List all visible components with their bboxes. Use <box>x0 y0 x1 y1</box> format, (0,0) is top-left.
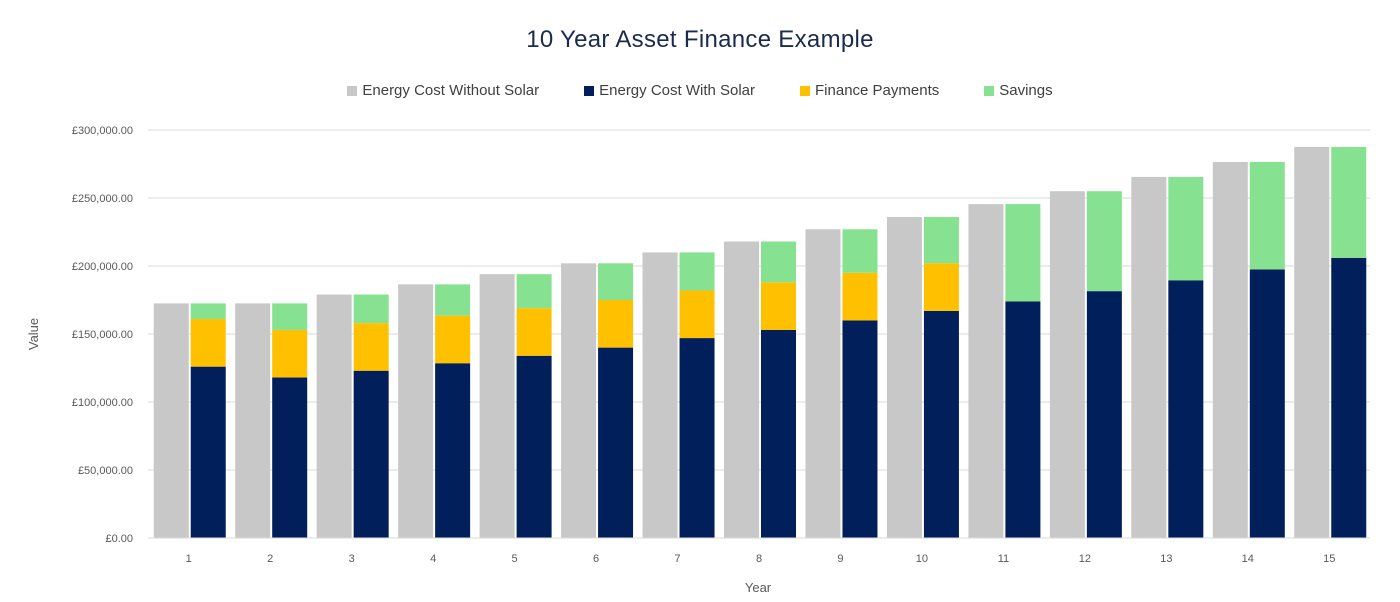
legend-item-savings: Savings <box>984 82 1053 99</box>
x-tick-label: 13 <box>1160 553 1172 565</box>
bar-energy-cost-with-solar <box>761 329 796 538</box>
bar-energy-cost-without-solar <box>398 284 434 538</box>
bar-finance-payments <box>272 329 308 378</box>
y-tick-label: £0.00 <box>105 533 133 545</box>
bar-savings <box>1331 147 1367 258</box>
legend-swatch-without-solar <box>347 85 358 96</box>
legend-label-savings: Savings <box>999 82 1053 99</box>
bar-energy-cost-with-solar <box>1331 257 1367 538</box>
chart-title: 10 Year Asset Finance Example <box>526 26 874 53</box>
bars <box>153 147 1367 539</box>
x-tick-label: 9 <box>837 553 843 565</box>
y-tick-label: £300,000.00 <box>72 125 133 137</box>
bar-finance-payments <box>923 263 959 311</box>
x-tick-label: 8 <box>756 553 762 565</box>
bar-energy-cost-without-solar <box>968 204 1004 538</box>
bar-energy-cost-with-solar <box>1168 280 1204 538</box>
bar-energy-cost-without-solar <box>479 274 515 538</box>
bar-savings <box>679 252 715 291</box>
y-axis-title: Value <box>26 318 41 350</box>
bar-energy-cost-without-solar <box>1212 161 1248 538</box>
bar-savings <box>761 241 796 283</box>
bar-finance-payments <box>842 272 878 321</box>
bar-energy-cost-without-solar <box>724 241 759 538</box>
axes: £0.00 £50,000.00 £100,000.00 £150,000.00 £20… <box>72 125 1370 565</box>
chart-legend: Energy Cost Without Solar Energy Cost Wi… <box>0 82 1400 99</box>
x-tick-label: 14 <box>1242 553 1254 565</box>
bar-energy-cost-without-solar <box>316 294 352 538</box>
bar-energy-cost-without-solar <box>153 303 189 538</box>
bar-savings <box>1005 204 1041 302</box>
bar-energy-cost-with-solar <box>842 320 878 538</box>
bar-energy-cost-with-solar <box>1086 291 1122 538</box>
bar-savings <box>842 229 878 273</box>
bar-energy-cost-with-solar <box>1005 301 1041 538</box>
bar-energy-cost-with-solar <box>190 366 226 538</box>
bar-savings <box>435 284 471 316</box>
y-tick-label: £150,000.00 <box>72 329 133 341</box>
bar-savings <box>1086 191 1122 292</box>
bar-finance-payments <box>761 282 796 330</box>
bar-savings <box>516 274 552 309</box>
bar-energy-cost-with-solar <box>272 377 308 538</box>
bar-energy-cost-with-solar <box>598 347 634 538</box>
x-tick-label: 4 <box>430 553 436 565</box>
x-tick-label: 11 <box>998 553 1009 565</box>
bar-savings <box>1249 161 1285 270</box>
legend-swatch-savings <box>984 85 995 96</box>
bar-energy-cost-without-solar <box>235 303 271 538</box>
bar-energy-cost-with-solar <box>923 310 959 538</box>
x-tick-label: 6 <box>593 553 599 565</box>
bar-finance-payments <box>679 290 715 339</box>
bar-energy-cost-without-solar <box>886 217 922 539</box>
bar-savings <box>353 294 389 324</box>
y-tick-label: £100,000.00 <box>72 397 133 409</box>
bar-finance-payments <box>598 300 634 348</box>
bar-savings <box>1168 176 1204 281</box>
bar-energy-cost-without-solar <box>1131 176 1167 539</box>
bar-finance-payments <box>435 315 471 364</box>
bar-savings <box>272 303 308 330</box>
legend-swatch-with-solar <box>584 85 595 96</box>
bar-savings <box>598 263 634 300</box>
bar-energy-cost-with-solar <box>435 363 471 538</box>
bar-savings <box>923 217 959 264</box>
bar-energy-cost-with-solar <box>353 370 389 538</box>
x-tick-label: 7 <box>674 553 680 565</box>
x-axis-title: Year <box>745 580 772 595</box>
legend-swatch-finance-payments <box>800 85 811 96</box>
bar-energy-cost-without-solar <box>805 229 841 538</box>
x-tick-label: 12 <box>1079 553 1091 565</box>
bar-energy-cost-without-solar <box>1294 147 1330 538</box>
legend-label-finance-payments: Finance Payments <box>815 82 940 99</box>
bar-energy-cost-without-solar <box>1049 191 1085 538</box>
bar-finance-payments <box>190 319 226 367</box>
x-tick-label: 5 <box>512 553 518 565</box>
legend-item-without-solar: Energy Cost Without Solar <box>347 82 539 99</box>
bar-finance-payments <box>516 308 552 356</box>
x-tick-label: 2 <box>267 553 273 565</box>
y-tick-label: £250,000.00 <box>72 193 133 205</box>
x-tick-label: 3 <box>349 553 355 565</box>
bar-energy-cost-without-solar <box>642 252 678 538</box>
bar-finance-payments <box>353 323 389 371</box>
legend-item-with-solar: Energy Cost With Solar <box>584 82 755 99</box>
x-tick-label: 1 <box>186 553 192 565</box>
bar-energy-cost-with-solar <box>516 355 552 538</box>
legend-label-without-solar: Energy Cost Without Solar <box>362 82 540 99</box>
legend-item-finance-payments: Finance Payments <box>800 82 939 99</box>
bar-savings <box>190 303 226 320</box>
bar-energy-cost-without-solar <box>561 263 597 538</box>
legend-label-with-solar: Energy Cost With Solar <box>599 82 756 99</box>
bar-energy-cost-with-solar <box>1249 269 1285 538</box>
y-tick-label: £50,000.00 <box>78 465 133 477</box>
bar-energy-cost-with-solar <box>679 338 715 538</box>
x-tick-label: 15 <box>1323 553 1335 565</box>
x-tick-label: 10 <box>916 553 928 565</box>
y-tick-label: £200,000.00 <box>72 261 133 273</box>
